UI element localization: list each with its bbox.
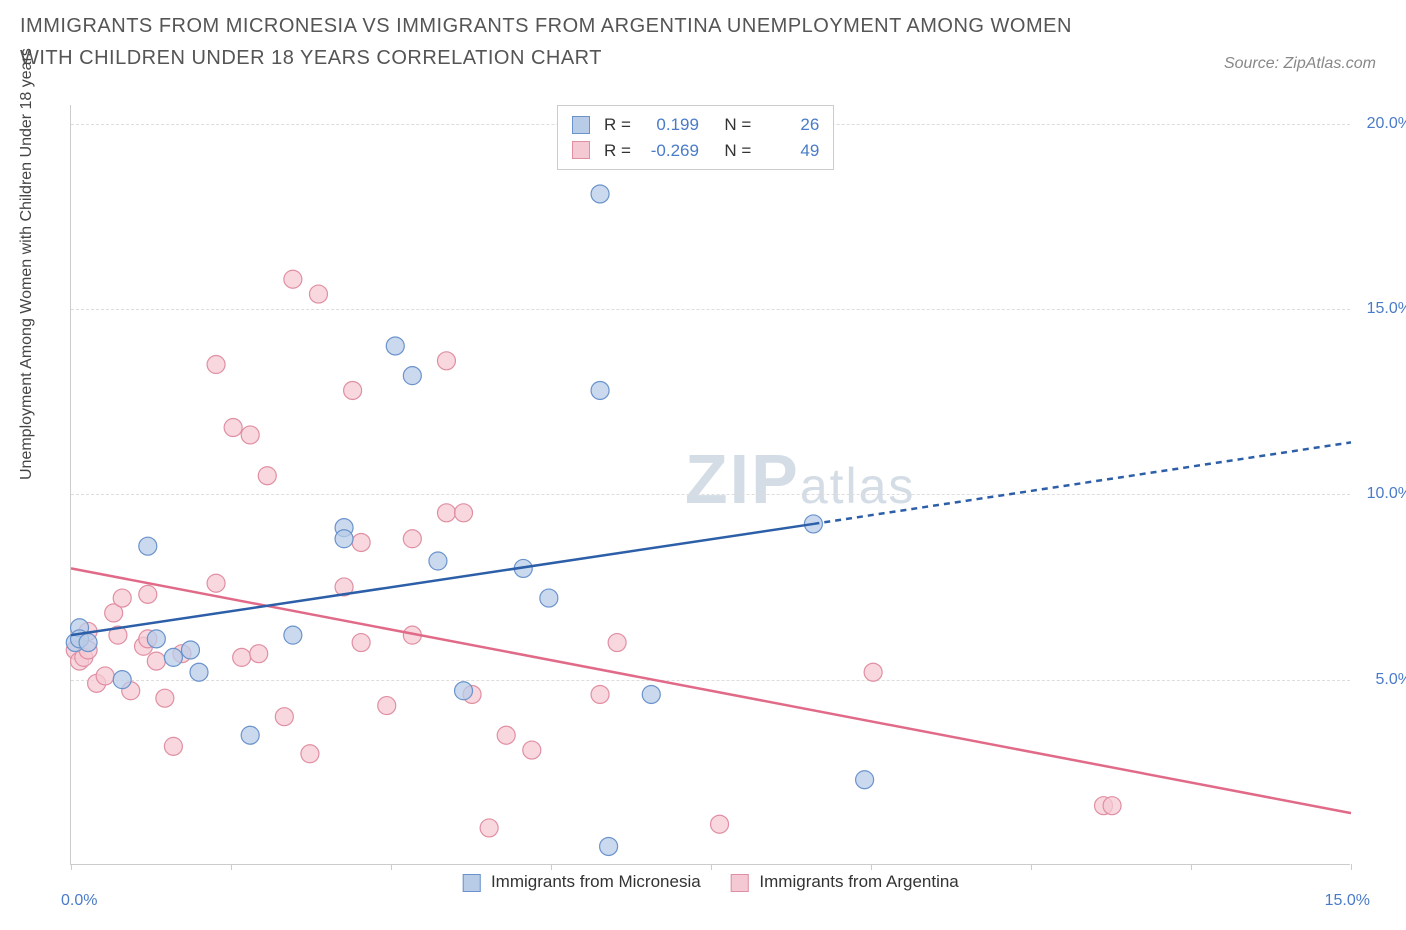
micronesia-point [591,381,609,399]
micronesia-point [284,626,302,644]
x-tick [1351,864,1352,870]
argentina-point [437,504,455,522]
swatch-micronesia-icon [462,874,480,892]
argentina-point [241,426,259,444]
micronesia-point [540,589,558,607]
chart-container: IMMIGRANTS FROM MICRONESIA VS IMMIGRANTS… [0,0,1406,930]
argentina-point [378,697,396,715]
trend-line [813,442,1351,524]
source-label: Source: ZipAtlas.com [1224,55,1376,73]
micronesia-point [591,185,609,203]
argentina-point [497,726,515,744]
micronesia-point [147,630,165,648]
argentina-point [207,356,225,374]
argentina-point [258,467,276,485]
micronesia-point [181,641,199,659]
argentina-point [284,270,302,288]
micronesia-point [190,663,208,681]
argentina-point [1103,797,1121,815]
argentina-point [233,648,251,666]
x-tick [551,864,552,870]
y-tick-label: 10.0% [1367,485,1406,503]
argentina-point [480,819,498,837]
micronesia-point [164,648,182,666]
micronesia-point [386,337,404,355]
micronesia-point [600,837,618,855]
legend-label-argentina: Immigrants from Argentina [759,872,958,891]
argentina-point [301,745,319,763]
argentina-point [113,589,131,607]
argentina-point [711,815,729,833]
micronesia-point [642,685,660,703]
x-min-label: 0.0% [61,892,97,910]
micronesia-point [113,671,131,689]
micronesia-point [429,552,447,570]
x-tick [871,864,872,870]
scatter-svg [71,105,1350,864]
x-max-label: 15.0% [1325,892,1370,910]
legend-item-micronesia: Immigrants from Micronesia [462,872,700,892]
argentina-point [344,381,362,399]
y-axis-label: Unemployment Among Women with Children U… [18,48,36,480]
legend-label-micronesia: Immigrants from Micronesia [491,872,701,891]
legend-item-argentina: Immigrants from Argentina [731,872,959,892]
argentina-point [352,533,370,551]
argentina-point [864,663,882,681]
argentina-point [309,285,327,303]
trend-line [71,568,1351,813]
micronesia-point [856,771,874,789]
argentina-point [352,634,370,652]
swatch-argentina-icon [731,874,749,892]
micronesia-point [455,682,473,700]
y-tick-label: 15.0% [1367,300,1406,318]
x-tick [1031,864,1032,870]
argentina-point [224,419,242,437]
micronesia-point [403,367,421,385]
argentina-point [403,530,421,548]
micronesia-point [335,530,353,548]
argentina-point [275,708,293,726]
argentina-point [250,645,268,663]
bottom-legend: Immigrants from Micronesia Immigrants fr… [462,872,959,892]
argentina-point [591,685,609,703]
micronesia-point [79,634,97,652]
argentina-point [156,689,174,707]
trend-line [71,524,813,635]
y-tick-label: 20.0% [1367,115,1406,133]
x-tick [71,864,72,870]
header: IMMIGRANTS FROM MICRONESIA VS IMMIGRANTS… [20,10,1376,74]
plot-area: ZIPatlas 5.0%10.0%15.0%20.0% 0.0% 15.0% … [70,105,1350,865]
argentina-point [164,737,182,755]
micronesia-point [241,726,259,744]
argentina-point [139,585,157,603]
argentina-point [96,667,114,685]
x-tick [231,864,232,870]
y-tick-label: 5.0% [1376,671,1406,689]
argentina-point [207,574,225,592]
argentina-point [147,652,165,670]
micronesia-point [139,537,157,555]
x-tick [711,864,712,870]
chart-title: IMMIGRANTS FROM MICRONESIA VS IMMIGRANTS… [20,10,1100,74]
argentina-point [523,741,541,759]
argentina-point [608,634,626,652]
argentina-point [437,352,455,370]
x-tick [391,864,392,870]
x-tick [1191,864,1192,870]
argentina-point [455,504,473,522]
